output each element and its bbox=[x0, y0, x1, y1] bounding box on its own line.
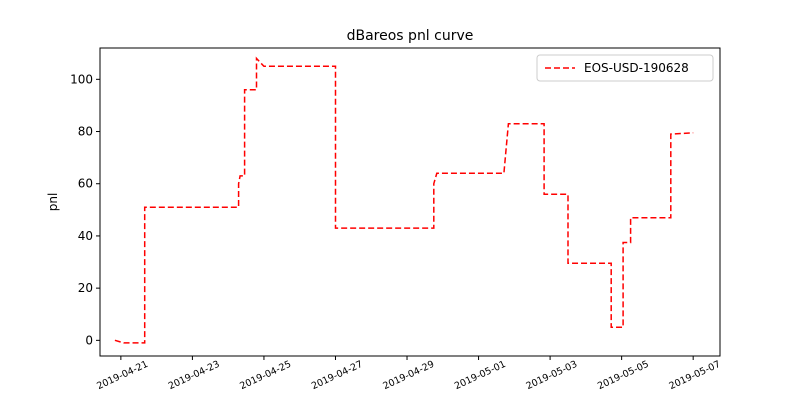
y-tick-label: 40 bbox=[78, 229, 93, 243]
legend: EOS-USD-190628 bbox=[536, 54, 714, 82]
y-tick-label: 0 bbox=[85, 333, 93, 347]
legend-box bbox=[536, 54, 714, 82]
y-tick-label: 60 bbox=[78, 177, 93, 191]
series-layer bbox=[114, 56, 694, 344]
chart-title: dBareos pnl curve bbox=[347, 28, 474, 44]
y-tick-label: 100 bbox=[70, 72, 93, 86]
legend-label: EOS-USD-190628 bbox=[584, 61, 689, 75]
series-line-0 bbox=[114, 56, 694, 344]
plot-area-frame bbox=[99, 47, 721, 357]
y-tick-label: 80 bbox=[78, 125, 93, 139]
y-axis: 0 20 40 60 80 100 bbox=[70, 72, 100, 347]
y-tick-label: 20 bbox=[78, 281, 93, 295]
y-axis-label: pnl bbox=[46, 193, 60, 212]
